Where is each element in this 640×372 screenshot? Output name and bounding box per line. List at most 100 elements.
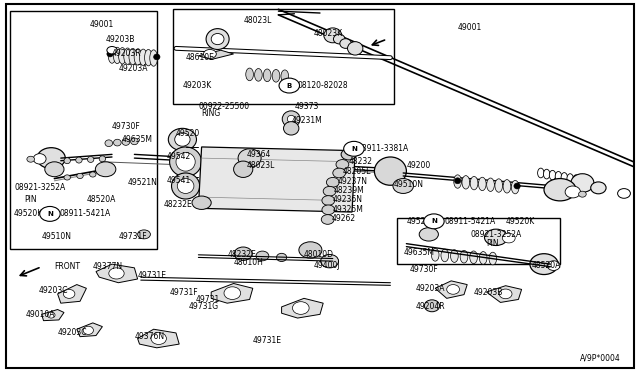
Ellipse shape (299, 242, 322, 258)
Ellipse shape (45, 162, 64, 177)
Text: PIN: PIN (486, 239, 499, 248)
Polygon shape (58, 285, 86, 303)
Ellipse shape (47, 312, 55, 318)
Polygon shape (198, 50, 234, 60)
Ellipse shape (90, 172, 96, 177)
Polygon shape (198, 147, 355, 212)
Ellipse shape (246, 68, 253, 81)
Ellipse shape (118, 48, 126, 64)
Text: 49730F: 49730F (410, 265, 438, 274)
Ellipse shape (211, 33, 224, 45)
Ellipse shape (544, 179, 576, 201)
Ellipse shape (83, 326, 93, 334)
Text: 49731E: 49731E (138, 271, 166, 280)
Polygon shape (282, 298, 323, 318)
Text: 49203B: 49203B (106, 35, 135, 44)
Ellipse shape (224, 287, 241, 299)
Text: 49377N: 49377N (93, 262, 123, 271)
Ellipse shape (276, 253, 287, 262)
Ellipse shape (579, 191, 586, 197)
Ellipse shape (419, 228, 438, 241)
Text: 49203C: 49203C (38, 286, 68, 295)
Ellipse shape (105, 140, 113, 147)
Ellipse shape (470, 176, 478, 190)
Ellipse shape (431, 248, 439, 261)
Ellipse shape (499, 289, 512, 299)
Ellipse shape (462, 176, 470, 189)
Ellipse shape (479, 251, 487, 264)
Text: 48023K: 48023K (314, 29, 343, 38)
Ellipse shape (108, 47, 116, 63)
Ellipse shape (150, 50, 157, 66)
Ellipse shape (571, 174, 594, 192)
Text: 48010H: 48010H (234, 258, 264, 267)
Text: 49520K: 49520K (14, 209, 44, 218)
Polygon shape (435, 281, 467, 298)
Text: 49325M: 49325M (333, 205, 364, 214)
Text: 48010D: 48010D (304, 250, 334, 259)
Text: 49521N: 49521N (128, 178, 158, 187)
Text: 49520: 49520 (176, 129, 200, 138)
Ellipse shape (321, 254, 339, 268)
Ellipse shape (567, 174, 573, 183)
Ellipse shape (341, 149, 356, 160)
Ellipse shape (40, 206, 60, 221)
Ellipse shape (549, 170, 556, 180)
Ellipse shape (573, 175, 579, 185)
Ellipse shape (256, 251, 269, 261)
Polygon shape (138, 329, 179, 348)
Ellipse shape (234, 247, 252, 260)
Ellipse shape (272, 70, 280, 82)
Text: 49400J: 49400J (314, 262, 340, 270)
Ellipse shape (138, 230, 150, 239)
Ellipse shape (323, 186, 336, 196)
Ellipse shape (326, 177, 339, 187)
Text: 49635M: 49635M (403, 248, 434, 257)
Ellipse shape (441, 249, 449, 262)
Text: 49731F: 49731F (118, 232, 147, 241)
Text: 48520A: 48520A (86, 195, 116, 203)
Ellipse shape (322, 196, 335, 205)
Ellipse shape (95, 162, 116, 177)
Ellipse shape (543, 169, 550, 179)
Ellipse shape (238, 149, 261, 167)
Ellipse shape (122, 139, 130, 145)
Text: 08911-5421A: 08911-5421A (60, 209, 111, 218)
Ellipse shape (192, 196, 211, 209)
Text: 49203B: 49203B (474, 288, 503, 296)
Text: 49541: 49541 (166, 176, 191, 185)
Ellipse shape (565, 186, 580, 198)
Ellipse shape (344, 141, 364, 156)
Ellipse shape (154, 54, 160, 60)
Ellipse shape (129, 48, 137, 65)
Ellipse shape (503, 180, 511, 193)
Ellipse shape (374, 157, 406, 185)
Ellipse shape (340, 39, 351, 48)
Ellipse shape (255, 68, 262, 81)
Text: N: N (351, 146, 357, 152)
Ellipse shape (322, 205, 335, 215)
Ellipse shape (113, 139, 121, 146)
Ellipse shape (486, 178, 494, 192)
Ellipse shape (454, 178, 461, 184)
Text: 49203C: 49203C (58, 328, 87, 337)
Ellipse shape (234, 161, 253, 177)
Text: 49203R: 49203R (112, 49, 141, 58)
Text: 49373: 49373 (294, 102, 319, 110)
Text: 48610E: 48610E (186, 53, 214, 62)
Ellipse shape (279, 78, 300, 93)
Text: 49364: 49364 (246, 150, 271, 159)
Ellipse shape (99, 156, 106, 162)
Ellipse shape (177, 179, 194, 193)
Ellipse shape (168, 128, 196, 151)
Ellipse shape (281, 70, 289, 83)
Text: 49510N: 49510N (42, 232, 72, 241)
Text: 08911-3381A: 08911-3381A (357, 144, 408, 153)
Text: 49001: 49001 (90, 20, 114, 29)
Text: 49520K: 49520K (506, 217, 535, 226)
Ellipse shape (502, 233, 515, 243)
Ellipse shape (333, 34, 345, 44)
Ellipse shape (107, 46, 117, 54)
Ellipse shape (172, 173, 200, 199)
Text: FRONT: FRONT (54, 262, 81, 271)
